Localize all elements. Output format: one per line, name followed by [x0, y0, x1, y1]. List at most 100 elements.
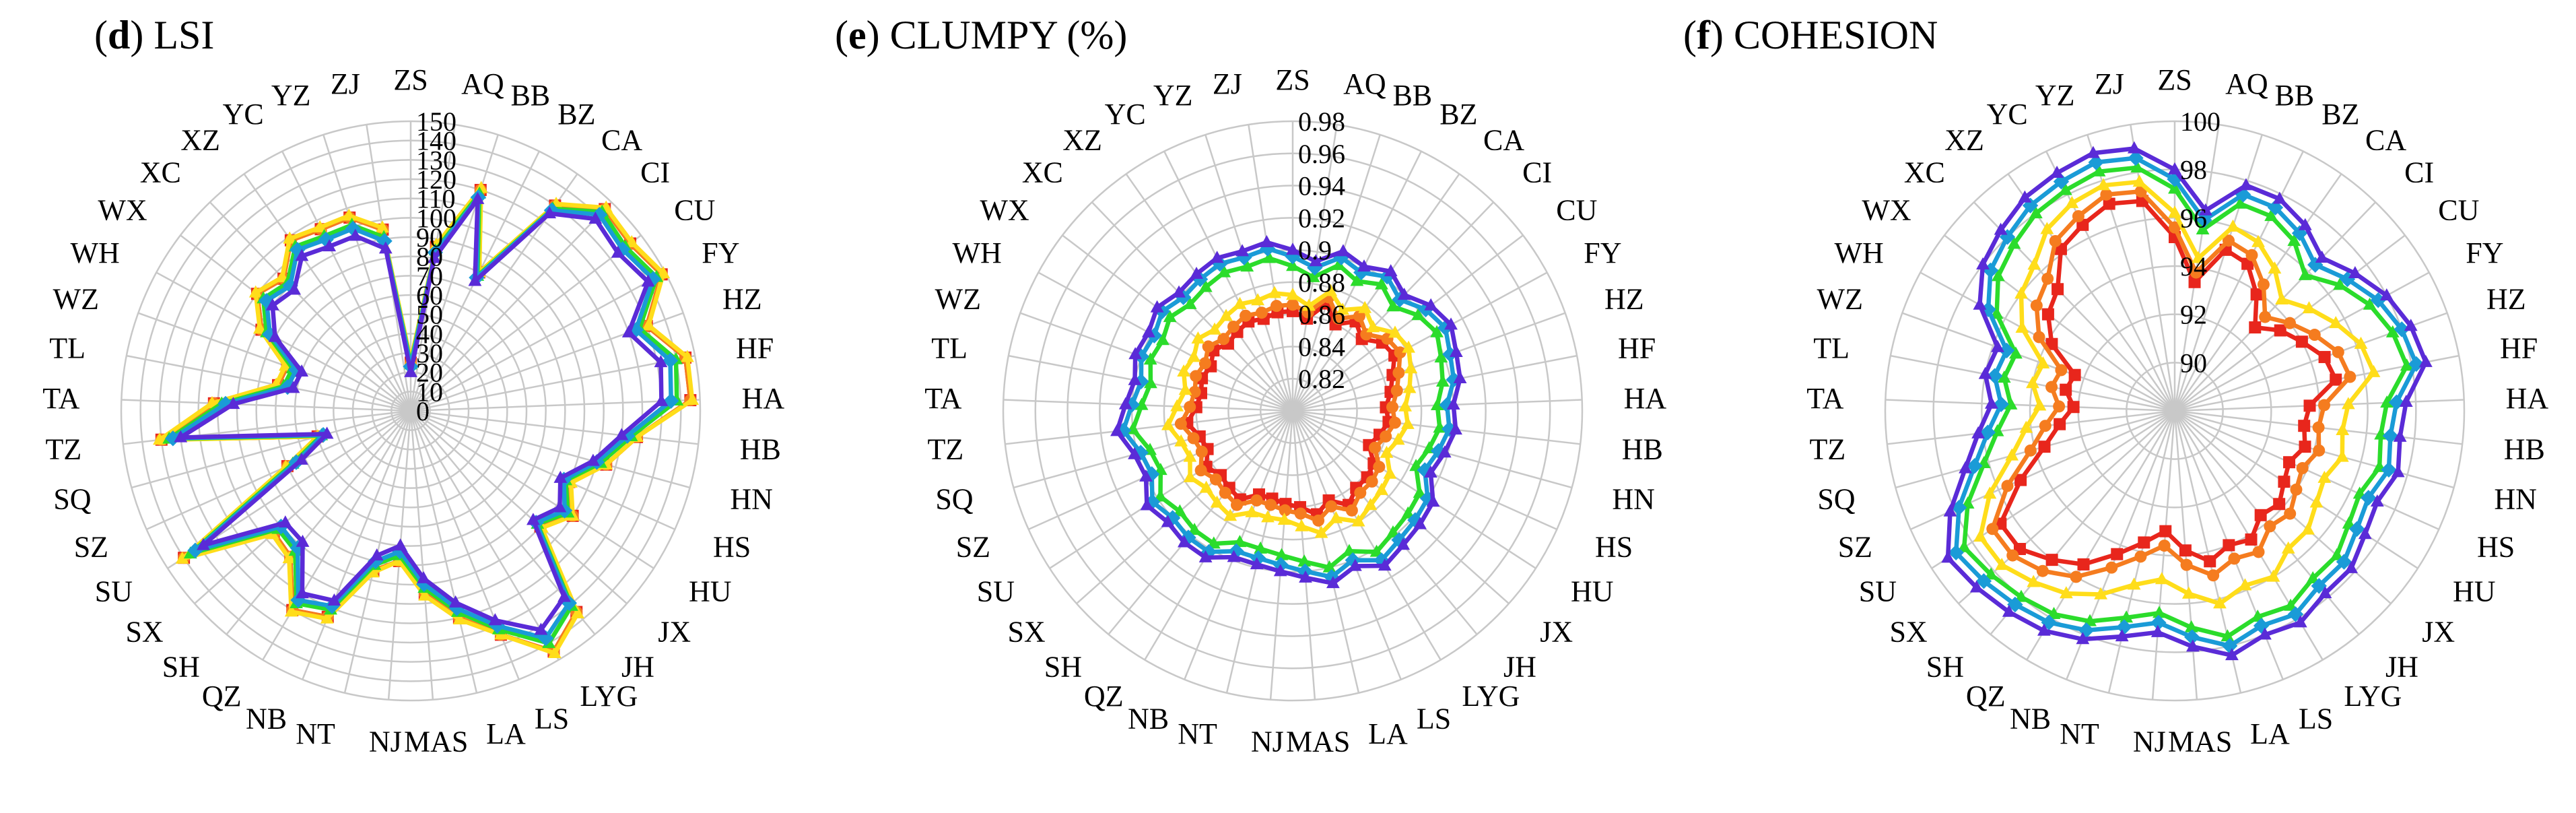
series-3-marker: [175, 551, 189, 564]
series-4-marker: [1183, 296, 1197, 309]
grid-spoke: [209, 201, 411, 412]
series-2-marker: [1195, 445, 1208, 458]
series-4-marker: [1375, 277, 1388, 290]
series-5-marker: [2307, 257, 2324, 273]
series-3-marker: [1251, 293, 1265, 306]
series-3-marker: [2367, 364, 2381, 377]
series-3-marker: [1170, 399, 1184, 412]
series-3-marker: [2026, 376, 2039, 389]
category-label: HS: [713, 530, 751, 563]
series-3-marker: [1402, 381, 1417, 393]
series-2-marker: [2207, 569, 2220, 582]
series-3-marker: [1324, 284, 1338, 296]
series-4-marker: [1401, 506, 1415, 519]
category-label: HF: [2500, 331, 2538, 364]
series-4-marker: [1143, 352, 1157, 365]
series-2-marker: [1198, 357, 1211, 370]
series-3-marker: [1383, 466, 1397, 479]
series-4-marker: [2092, 164, 2106, 176]
panel-title: (e) CLUMPY (%): [835, 13, 1127, 57]
grid-spoke: [409, 410, 478, 693]
series-2-marker: [1190, 370, 1202, 383]
series-2-marker: [1194, 464, 1207, 477]
series-3-marker: [1995, 558, 2009, 571]
series-3-marker: [2065, 195, 2079, 208]
series-6-marker: [295, 364, 309, 377]
series-3-marker: [2192, 251, 2205, 263]
grid-spoke: [243, 173, 412, 412]
category-label: WH: [1834, 236, 1883, 269]
grid-spoke: [1003, 399, 1293, 412]
series-3-marker: [1388, 325, 1402, 338]
series-5-marker: [1144, 466, 1160, 482]
category-label: AQ: [2225, 67, 2268, 100]
series-3-marker: [452, 612, 467, 625]
series-3-marker: [342, 208, 356, 221]
category-label: TZ: [1809, 432, 1845, 465]
series-2-marker: [1332, 312, 1345, 325]
series-3-marker: [2354, 336, 2368, 349]
series-4-marker: [1240, 259, 1254, 272]
series-6-marker: [294, 452, 308, 465]
series-2-marker: [2313, 444, 2326, 457]
category-label: WX: [98, 194, 147, 227]
category-label: SQ: [53, 482, 91, 515]
series-5-marker: [537, 630, 554, 647]
category-label: HA: [2506, 382, 2549, 415]
series-5-marker: [2339, 271, 2356, 288]
series-2-marker: [2228, 552, 2241, 565]
series-2-marker: [1255, 306, 1268, 319]
series-6-marker: [1959, 461, 1972, 474]
category-label: XC: [1022, 156, 1063, 189]
series-5-marker: [1407, 512, 1423, 528]
series-5-marker: [614, 241, 631, 257]
category-label: TZ: [45, 432, 81, 465]
category-label: XC: [1904, 156, 1945, 189]
category-label: CA: [2365, 124, 2406, 157]
category-label: SQ: [935, 482, 973, 515]
series-5-marker: [416, 576, 432, 592]
category-label: WX: [1862, 194, 1911, 227]
series-3-marker: [2335, 449, 2349, 462]
category-label: JH: [1503, 651, 1536, 684]
series-1-marker: [2204, 555, 2216, 568]
series-2-marker: [2257, 278, 2270, 291]
category-label: NB: [1128, 702, 1169, 735]
category-label: NJ: [369, 725, 402, 758]
category-label: YZ: [2035, 79, 2075, 112]
grid-spoke: [1887, 410, 2175, 445]
category-label: JX: [658, 615, 691, 648]
series-2-marker: [1365, 475, 1378, 488]
series-3-marker: [1187, 350, 1200, 362]
series-3-marker: [2281, 541, 2295, 554]
series-3-marker: [2309, 495, 2324, 508]
series-4-marker: [2233, 196, 2247, 209]
series-2-marker: [2290, 483, 2303, 496]
series-2-marker: [1270, 300, 1283, 313]
grid-spoke: [1292, 410, 1510, 605]
series-2-marker: [2045, 381, 2058, 393]
series-6-marker: [1357, 259, 1371, 272]
series-4-marker: [1173, 504, 1187, 517]
series-5-marker: [662, 352, 679, 368]
grid-spoke: [281, 151, 412, 412]
series-3-marker: [1375, 482, 1388, 495]
grid-spoke: [409, 410, 434, 700]
series-6-marker: [588, 212, 603, 224]
category-label: SU: [977, 575, 1015, 608]
tick-label: 0.94: [1298, 171, 1345, 201]
series-1-marker: [2250, 288, 2263, 301]
series-6-marker: [1210, 251, 1224, 263]
series-6-marker: [1128, 372, 1142, 385]
grid-spoke: [194, 410, 411, 605]
grid-spoke: [1248, 124, 1294, 412]
series-6-marker: [2272, 191, 2286, 204]
series-4-marker: [1411, 308, 1425, 321]
series-4-marker: [1332, 257, 1346, 270]
series-4-marker: [2264, 209, 2278, 222]
category-label: TL: [49, 331, 86, 364]
series-6-marker: [2393, 429, 2407, 442]
series-1-marker: [2278, 476, 2291, 488]
series-2-marker: [2030, 299, 2043, 312]
series-1-marker: [2067, 401, 2080, 414]
